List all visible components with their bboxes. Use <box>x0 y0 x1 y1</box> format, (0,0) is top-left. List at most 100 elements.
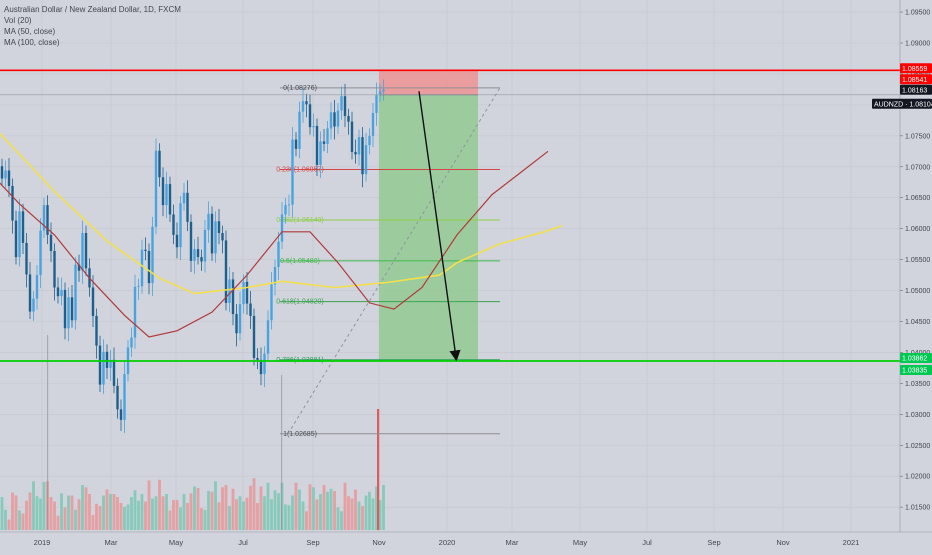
candle[interactable] <box>67 297 70 329</box>
candle[interactable] <box>63 289 67 329</box>
take-profit-zone[interactable] <box>379 94 478 361</box>
candle[interactable] <box>301 101 305 112</box>
candle[interactable] <box>361 137 364 175</box>
candle[interactable] <box>18 211 21 258</box>
candle[interactable] <box>305 101 308 105</box>
candle[interactable] <box>196 249 200 258</box>
candle[interactable] <box>266 320 270 354</box>
candle[interactable] <box>263 353 266 375</box>
candle[interactable] <box>140 249 144 287</box>
candle[interactable] <box>98 345 102 385</box>
candle[interactable] <box>200 257 203 262</box>
candle[interactable] <box>56 287 60 297</box>
ma100-line[interactable] <box>0 0 563 295</box>
candle[interactable] <box>91 287 95 316</box>
candle[interactable] <box>217 221 221 233</box>
candle[interactable] <box>11 185 14 221</box>
ma100-indicator-label[interactable]: MA (100, close) <box>4 38 60 47</box>
candle[interactable] <box>179 203 182 248</box>
candle[interactable] <box>133 286 137 338</box>
candle[interactable] <box>319 141 322 165</box>
candle[interactable] <box>70 297 74 321</box>
candle[interactable] <box>210 213 214 254</box>
symbol-title[interactable]: Australian Dollar / New Zealand Dollar, … <box>4 5 181 14</box>
candle[interactable] <box>336 110 340 127</box>
candle[interactable] <box>39 230 42 276</box>
candle[interactable] <box>350 121 354 152</box>
candle[interactable] <box>354 151 357 155</box>
candle[interactable] <box>287 204 291 206</box>
candle[interactable] <box>249 303 252 316</box>
candle[interactable] <box>193 249 196 261</box>
candle[interactable] <box>105 351 109 368</box>
candle[interactable] <box>371 112 375 136</box>
candle[interactable] <box>221 232 224 241</box>
candle[interactable] <box>343 96 347 117</box>
candle[interactable] <box>175 234 179 248</box>
candle[interactable] <box>245 281 249 304</box>
candle[interactable] <box>172 214 175 235</box>
candle[interactable] <box>7 170 11 186</box>
candle[interactable] <box>158 150 161 178</box>
candle[interactable] <box>347 116 350 122</box>
candle[interactable] <box>102 351 105 385</box>
vol-indicator-label[interactable]: Vol (20) <box>4 16 32 25</box>
candle[interactable] <box>284 205 287 215</box>
candle[interactable] <box>49 234 53 251</box>
candle[interactable] <box>231 279 235 315</box>
candle[interactable] <box>25 242 28 275</box>
candle[interactable] <box>123 374 126 420</box>
candle[interactable] <box>238 304 242 334</box>
candle[interactable] <box>280 214 284 242</box>
candle[interactable] <box>315 125 319 165</box>
candle[interactable] <box>168 184 172 215</box>
candle[interactable] <box>378 91 382 95</box>
candle[interactable] <box>357 137 361 155</box>
candle[interactable] <box>224 240 228 303</box>
candle[interactable] <box>326 128 329 144</box>
ma50-indicator-label[interactable]: MA (50, close) <box>4 27 56 36</box>
candle[interactable] <box>294 139 298 149</box>
candle[interactable] <box>273 267 277 285</box>
time-axis[interactable] <box>0 532 932 550</box>
candle[interactable] <box>137 286 140 288</box>
candle[interactable] <box>375 94 378 113</box>
stop-loss-zone[interactable] <box>379 70 478 95</box>
candle[interactable] <box>161 177 165 206</box>
candle[interactable] <box>312 125 315 128</box>
candle[interactable] <box>14 220 18 258</box>
forecast-arrow[interactable] <box>418 91 461 362</box>
candle[interactable] <box>277 241 280 268</box>
candle[interactable] <box>21 211 25 243</box>
candle[interactable] <box>259 359 263 375</box>
candle[interactable] <box>60 289 63 297</box>
candle[interactable] <box>340 96 343 111</box>
candle[interactable] <box>189 221 193 261</box>
ma50-line[interactable] <box>0 12 549 338</box>
candle[interactable] <box>154 150 158 227</box>
candle[interactable] <box>333 112 336 127</box>
candle[interactable] <box>4 170 7 179</box>
candle[interactable] <box>81 232 84 271</box>
candle[interactable] <box>95 315 98 346</box>
candle[interactable] <box>109 359 112 368</box>
candle[interactable] <box>151 226 154 284</box>
candle[interactable] <box>84 232 88 269</box>
candle[interactable] <box>147 250 151 284</box>
candle[interactable] <box>308 104 312 128</box>
candle[interactable] <box>112 359 116 386</box>
candle[interactable] <box>329 112 333 129</box>
candle[interactable] <box>74 264 77 321</box>
candle[interactable] <box>28 274 32 312</box>
candle[interactable] <box>186 192 189 222</box>
candle[interactable] <box>364 145 368 175</box>
candle[interactable] <box>144 249 147 251</box>
candle[interactable] <box>119 409 123 420</box>
candle[interactable] <box>53 250 56 288</box>
fib-trend-line[interactable] <box>287 87 501 435</box>
candle[interactable] <box>235 314 238 334</box>
candle[interactable] <box>242 281 245 305</box>
candle[interactable] <box>270 284 273 321</box>
